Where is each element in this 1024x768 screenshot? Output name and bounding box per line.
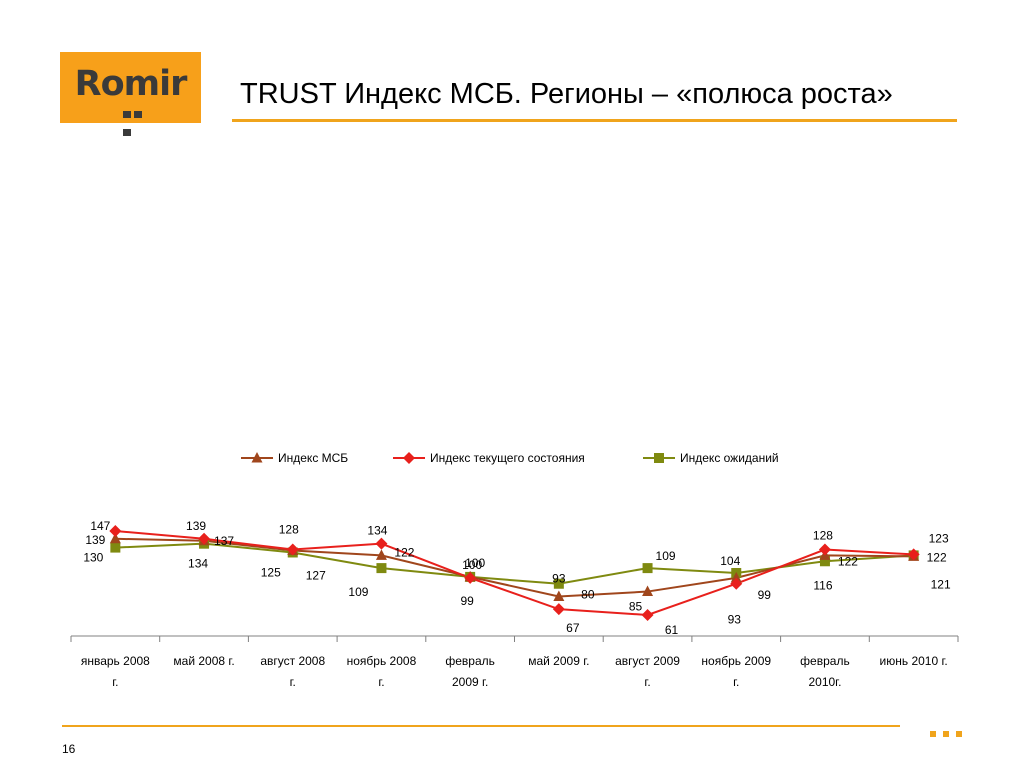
x-tick-label: г.: [290, 675, 296, 689]
data-label: 122: [394, 545, 414, 559]
legend-label: Индекс МСБ: [278, 451, 348, 465]
data-label: 128: [813, 529, 833, 543]
data-point-1: [198, 532, 211, 545]
logo-dots: [123, 105, 155, 136]
x-tick-label: 2009 г.: [452, 675, 488, 689]
data-label: 125: [261, 565, 281, 579]
data-label: 100: [465, 556, 485, 570]
data-point-0: [553, 590, 565, 601]
data-point-1: [375, 537, 388, 550]
data-point-1: [818, 543, 831, 556]
data-label: 93: [552, 572, 566, 586]
data-label: 147: [90, 519, 110, 533]
footer-rule: [62, 725, 900, 727]
data-point-1: [109, 524, 122, 537]
data-label: 134: [188, 557, 208, 571]
data-point-0: [109, 532, 121, 544]
data-label: 116: [813, 578, 832, 592]
data-label: 134: [367, 524, 387, 538]
x-tick-label: май 2008 г.: [173, 654, 234, 668]
x-tick-label: г.: [112, 675, 118, 689]
data-label: 139: [186, 519, 206, 533]
x-tick-label: февраль: [800, 654, 850, 668]
footer-dots: [930, 724, 970, 737]
data-point-0: [375, 549, 387, 560]
data-label: 99: [460, 594, 474, 608]
data-point-1: [552, 603, 565, 616]
data-point-1: [641, 609, 654, 622]
x-tick-label: ноябрь 2008: [347, 654, 417, 668]
data-point-2: [642, 563, 653, 574]
romir-logo: Romir: [60, 52, 201, 136]
data-label: 130: [83, 551, 103, 565]
data-point-0: [642, 585, 654, 597]
x-tick-label: август 2008: [260, 654, 325, 668]
x-tick-label: январь 2008: [81, 654, 150, 668]
data-label: 85: [629, 600, 643, 614]
data-label: 99: [758, 588, 772, 602]
data-point-0: [730, 571, 742, 583]
x-tick-label: ноябрь 2009: [701, 654, 771, 668]
data-label: 122: [927, 550, 947, 564]
data-label: 127: [306, 569, 326, 583]
data-label: 122: [838, 554, 858, 568]
data-label: 139: [85, 533, 105, 547]
data-label: 128: [279, 523, 299, 537]
data-label: 121: [931, 577, 951, 591]
data-label: 100: [462, 558, 482, 572]
series-line-1: [115, 529, 914, 617]
x-tick-label: 2010г.: [808, 675, 841, 689]
data-label: 137: [214, 534, 234, 548]
title-underline: [232, 119, 957, 122]
legend-label: Индекс текущего состояния: [430, 451, 585, 465]
data-label: 104: [720, 554, 740, 568]
data-point-1: [464, 571, 477, 584]
x-tick-label: февраль: [445, 654, 495, 668]
page-number: 16: [62, 742, 76, 756]
data-label: 61: [665, 623, 679, 637]
data-label: 109: [656, 549, 676, 563]
legend-marker: [251, 452, 263, 463]
data-point-1: [286, 543, 299, 556]
data-point-2: [376, 563, 387, 574]
data-point-1: [730, 577, 743, 590]
data-label: 67: [566, 621, 580, 635]
data-point-1: [907, 548, 920, 561]
x-tick-label: июнь 2010 г.: [880, 654, 948, 668]
legend-label: Индекс ожиданий: [680, 451, 779, 465]
data-point-2: [819, 556, 830, 567]
x-tick-label: май 2009 г.: [528, 654, 589, 668]
x-tick-label: август 2009: [615, 654, 680, 668]
data-label: 109: [348, 585, 368, 599]
logo-wordmark: Romir: [74, 64, 188, 104]
x-tick-label: г.: [378, 675, 384, 689]
legend-marker: [654, 453, 664, 463]
slide-title: TRUST Индекс МСБ. Регионы – «полюса рост…: [240, 78, 893, 110]
x-tick-label: г.: [644, 675, 650, 689]
data-label: 80: [581, 587, 595, 601]
data-point-2: [553, 578, 564, 589]
legend-marker: [403, 452, 415, 464]
x-tick-label: г.: [733, 675, 739, 689]
data-point-2: [110, 542, 121, 553]
data-label: 93: [728, 613, 742, 627]
data-label: 123: [929, 531, 949, 545]
